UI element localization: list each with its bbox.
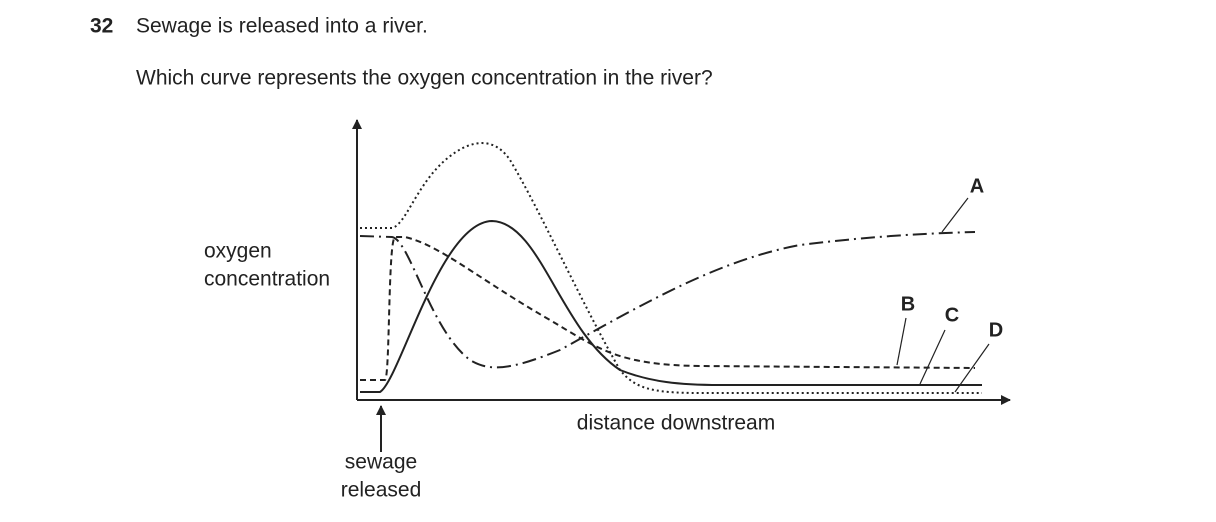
curve-label: A (970, 175, 984, 197)
y-axis-label: concentration (204, 268, 330, 291)
graph: A B C D oxygen concentration distance do… (204, 119, 1011, 502)
curve-d (360, 142, 982, 394)
leader-line (954, 343, 990, 393)
y-axis-label: oxygen (204, 240, 272, 263)
curve-label: B (901, 293, 915, 315)
leader-line (919, 329, 946, 385)
question-number: 32 (90, 15, 113, 38)
curve-label: C (945, 304, 959, 326)
curve-b (360, 236, 976, 381)
x-axis-label: distance downstream (577, 412, 775, 435)
question-prompt: Which curve represents the oxygen concen… (136, 67, 713, 90)
question-stem: Sewage is released into a river. (136, 15, 428, 38)
leader-line (941, 197, 969, 233)
leader-line (896, 317, 907, 366)
curve-label: D (989, 319, 1003, 341)
arrow-label: released (341, 479, 422, 502)
curve-c (360, 219, 982, 393)
arrow-label: sewage (345, 451, 417, 474)
